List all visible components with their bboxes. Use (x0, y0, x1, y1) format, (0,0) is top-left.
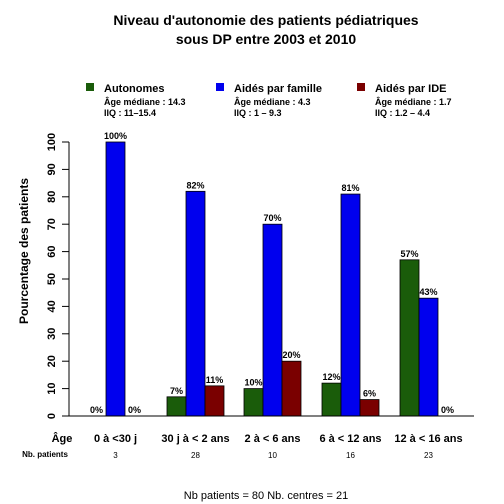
bar-label-3-1: 81% (341, 183, 359, 193)
bar-0-1 (105, 141, 126, 417)
bar-label-1-2: 11% (206, 375, 224, 385)
x-tick-label-4: 12 à < 16 ans (394, 433, 462, 445)
bar-label-4-2: 0% (441, 405, 454, 415)
patients-count-3: 16 (346, 451, 355, 460)
patients-count-4: 23 (424, 451, 433, 460)
legend-swatch-0 (86, 83, 94, 91)
bar-label-2-1: 70% (263, 213, 281, 223)
patients-count-0: 3 (113, 451, 118, 460)
legend-label-1: Aidés par famille (234, 83, 322, 95)
x-tick-label-1: 30 j à < 2 ans (161, 433, 229, 445)
bar-label-1-0: 7% (170, 386, 183, 396)
y-axis: 0 10 20 30 40 50 60 70 80 90 100 (46, 133, 70, 419)
legend-stat-2-1: IIQ : 1.2 – 4.4 (375, 108, 430, 118)
bar-label-0-1: 100% (104, 131, 127, 141)
bar-label-3-0: 12% (322, 372, 340, 382)
y-tick-label: 100 (46, 133, 58, 151)
x-axis-label: Âge (52, 432, 73, 445)
y-tick-label: 20 (46, 355, 58, 367)
bar-1-2 (204, 385, 225, 417)
legend-label-2: Aidés par IDE (375, 83, 447, 95)
patients-count-2: 10 (268, 451, 277, 460)
y-tick-label: 60 (46, 245, 58, 257)
y-tick-label: 90 (46, 163, 58, 175)
bar-label-3-2: 6% (363, 389, 376, 399)
x-axis: Âge Nb. patients 0 à <30 j 3 30 j à < 2 ans 2… (22, 415, 474, 460)
legend-label-0: Autonomes (104, 83, 165, 95)
bar-label-0-0: 0% (90, 405, 103, 415)
bar-2-1 (262, 223, 283, 417)
bar-4-1 (418, 297, 439, 417)
bar-3-0 (321, 382, 342, 417)
bar-2-2 (281, 360, 302, 417)
y-tick-label: 50 (46, 273, 58, 285)
y-tick-label: 10 (46, 382, 58, 394)
x-tick-label-3: 6 à < 12 ans (319, 433, 381, 445)
patients-count-1: 28 (191, 451, 200, 460)
legend-stat-1-1: IIQ : 1 – 9.3 (234, 108, 282, 118)
y-tick-label: 40 (46, 300, 58, 312)
patients-row-label: Nb. patients (22, 450, 68, 459)
title-line-0: Niveau d'autonomie des patients pédiatri… (113, 12, 418, 28)
legend-stat-0-0: Âge médiane : 14.3 (104, 96, 186, 107)
footer-summary: Nb patients = 80 Nb. centres = 21 (184, 490, 349, 502)
bar-label-1-1: 82% (186, 180, 204, 190)
x-tick-label-2: 2 à < 6 ans (245, 433, 301, 445)
legend-stat-0-1: IIQ : 11–15.4 (104, 108, 156, 118)
y-tick-label: 80 (46, 191, 58, 203)
legend-swatch-1 (216, 83, 224, 91)
x-tick-label-0: 0 à <30 j (94, 433, 137, 445)
bar-label-2-2: 20% (282, 350, 300, 360)
bar-4-0 (399, 259, 420, 417)
y-tick-label: 30 (46, 328, 58, 340)
bar-label-2-0: 10% (244, 378, 262, 388)
bar-label-4-1: 43% (419, 287, 437, 297)
y-tick-label: 70 (46, 218, 58, 230)
bar-1-0 (166, 396, 187, 417)
legend-stat-2-0: Âge médiane : 1.7 (375, 96, 452, 107)
legend-swatch-2 (357, 83, 365, 91)
title-line-1: sous DP entre 2003 et 2010 (176, 31, 357, 47)
chart-title: Niveau d'autonomie des patients pédiatri… (113, 12, 418, 47)
y-axis-label: Pourcentage des patients (17, 178, 31, 324)
bar-2-0 (243, 388, 264, 417)
y-tick-label: 0 (46, 413, 58, 419)
bar-label-0-2: 0% (128, 405, 141, 415)
bar-label-4-0: 57% (400, 249, 418, 259)
bar-3-2 (359, 399, 380, 417)
bar-3-1 (340, 193, 361, 417)
legend-stat-1-0: Âge médiane : 4.3 (234, 96, 311, 107)
bars: 0% 100% 0% 7% 82% 11% 10% 70% 20% 12% 81% 6% 57% 43% 0… (90, 131, 454, 417)
bar-1-1 (185, 190, 206, 417)
